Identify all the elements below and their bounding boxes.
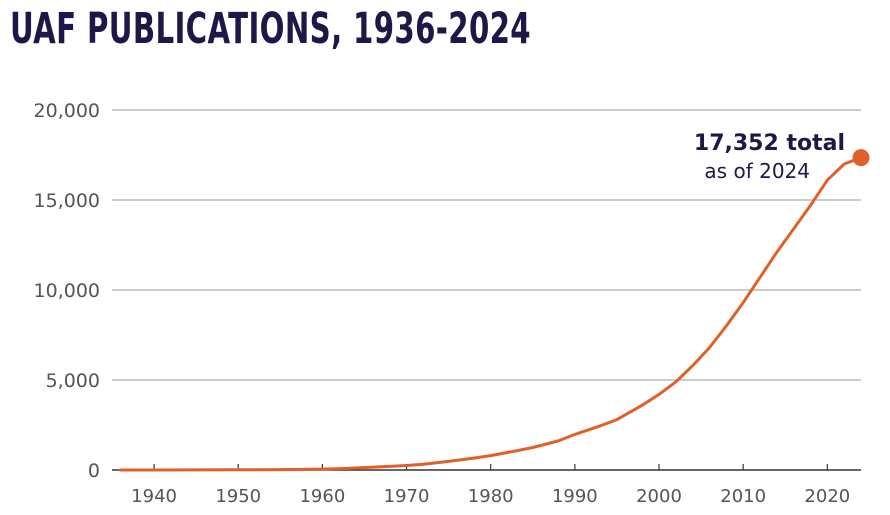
endpoint-marker <box>852 149 870 167</box>
x-tick-label: 1960 <box>299 486 345 507</box>
chart-title: UAF PUBLICATIONS, 1936-2024 <box>10 4 531 54</box>
x-tick-label: 1990 <box>552 486 598 507</box>
y-tick-label: 20,000 <box>34 100 100 122</box>
x-tick-label: 1950 <box>215 486 261 507</box>
x-tick-label: 1980 <box>468 486 514 507</box>
x-axis-ticks: 1940 1950 1960 1970 1980 1990 2000 2010 2020 <box>131 464 850 507</box>
y-tick-label: 5,000 <box>46 370 100 392</box>
series-line <box>118 156 863 472</box>
annotation-date-label: as of 2024 <box>704 159 810 183</box>
annotation-total-label: 17,352 total <box>694 131 845 156</box>
x-tick-label: 1970 <box>384 486 430 507</box>
y-tick-label: 0 <box>88 460 100 482</box>
series-layer <box>118 149 870 472</box>
y-tick-label: 15,000 <box>34 190 100 212</box>
x-tick-label: 2010 <box>720 486 766 507</box>
y-tick-label: 10,000 <box>34 280 100 302</box>
x-tick-label: 2000 <box>636 486 682 507</box>
x-tick-label: 2020 <box>804 486 850 507</box>
y-axis-ticks: 0 5,000 10,000 15,000 20,000 <box>34 100 100 482</box>
x-tick-label: 1940 <box>131 486 177 507</box>
